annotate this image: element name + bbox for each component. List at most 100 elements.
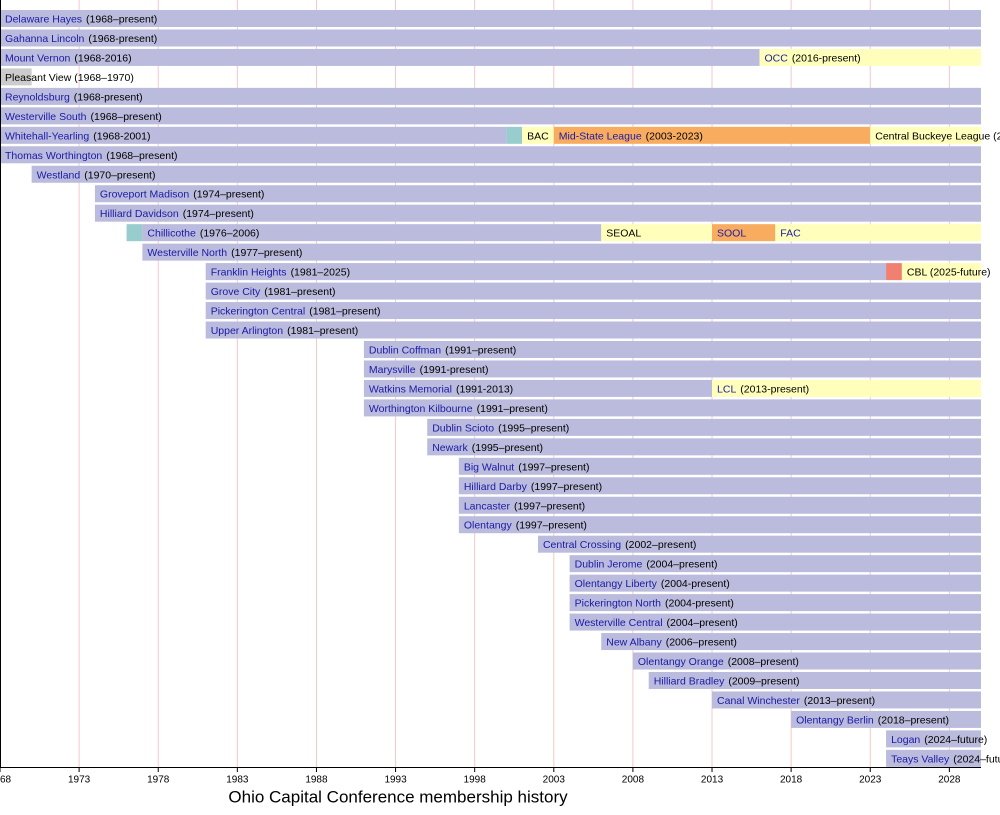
segment-note: (1968-present) — [88, 33, 157, 45]
school-link[interactable]: LCL — [717, 383, 736, 395]
school-link[interactable]: Teays Valley — [891, 753, 950, 765]
bar-segment — [569, 574, 981, 592]
x-tick-label: 1988 — [305, 775, 328, 786]
segment-label: Hilliard Bradley (2009–present) — [654, 675, 800, 687]
bar-segment — [601, 633, 981, 651]
school-link[interactable]: Mid-State League — [559, 130, 642, 142]
segment-note: (2003-2023) — [646, 130, 703, 142]
segment-note: (2004-present) — [661, 578, 730, 590]
segment-label: New Albany (2006–present) — [606, 636, 737, 648]
school-link[interactable]: OCC — [764, 52, 788, 64]
school-link[interactable]: Dublin Coffman — [369, 344, 441, 356]
school-link[interactable]: Olentangy Orange — [638, 656, 724, 668]
x-tick-label: 1968 — [0, 775, 12, 786]
school-link[interactable]: Newark — [432, 442, 468, 454]
school-link[interactable]: Lancaster — [464, 500, 511, 512]
school-link[interactable]: Hilliard Darby — [464, 481, 528, 493]
bar-segment — [363, 379, 713, 397]
school-link[interactable]: Pickerington Central — [211, 305, 306, 317]
x-tick-label: 2028 — [938, 775, 961, 786]
school-link[interactable]: Watkins Memorial — [369, 383, 452, 395]
bar-segment — [712, 379, 981, 397]
bar-segment — [0, 10, 981, 27]
segment-note: (1997–present) — [531, 481, 602, 493]
bar-segment — [205, 321, 981, 339]
school-link[interactable]: Grove City — [211, 286, 261, 298]
bar-segment — [0, 126, 507, 144]
segment-label: Dublin Coffman (1991–present) — [369, 344, 516, 356]
segment-note: (2018–present) — [878, 714, 949, 726]
school-link[interactable]: Reynoldsburg — [5, 91, 70, 103]
segment-note: (1968-2016) — [74, 52, 131, 64]
bar-segment — [0, 29, 981, 47]
bar-segment — [537, 535, 981, 553]
bar-segment — [0, 146, 981, 164]
segment-note: CBL (2025-future) — [907, 266, 991, 278]
school-link[interactable]: Central Crossing — [543, 539, 621, 551]
school-link[interactable]: Westerville North — [147, 247, 227, 259]
x-tick-label: 2008 — [622, 775, 645, 786]
school-link[interactable]: FAC — [780, 227, 801, 239]
bar-segment — [427, 418, 981, 436]
school-link[interactable]: Gahanna Lincoln — [5, 33, 85, 45]
school-link[interactable]: Big Walnut — [464, 461, 514, 473]
segment-label: Teays Valley(2024–future) — [891, 753, 1000, 765]
school-link[interactable]: Hilliard Davidson — [100, 208, 179, 220]
segment-label: Upper Arlington (1981–present) — [211, 325, 359, 337]
school-link[interactable]: Canal Winchester — [717, 695, 800, 707]
school-link[interactable]: Whitehall-Yearling — [5, 130, 89, 142]
bar-segment — [886, 749, 981, 767]
segment-label: Hilliard Darby (1997–present) — [464, 481, 602, 493]
school-link[interactable]: Olentangy Berlin — [796, 714, 874, 726]
segment-note: (1968-present) — [74, 91, 143, 103]
school-link[interactable]: Westerville Central — [575, 617, 663, 629]
segment-label: FAC — [780, 227, 801, 239]
segment-note: SEOAL — [606, 227, 641, 239]
school-link[interactable]: Marysville — [369, 364, 416, 376]
segment-note: (1991–present) — [445, 344, 516, 356]
segment-label: Olentangy Orange (2008–present) — [638, 656, 799, 668]
x-tick-label: 1998 — [464, 775, 487, 786]
school-link[interactable]: Westland — [37, 169, 81, 181]
school-link[interactable]: Delaware Hayes — [5, 13, 82, 25]
school-link[interactable]: Westerville South — [5, 111, 87, 123]
school-link[interactable]: New Albany — [606, 636, 662, 648]
school-link[interactable]: Upper Arlington — [211, 325, 284, 337]
segment-note: (1974–present) — [183, 208, 254, 220]
bars — [0, 10, 982, 767]
bar-segment — [870, 126, 981, 144]
bar-segment — [632, 652, 981, 670]
school-link[interactable]: Chillicothe — [147, 227, 196, 239]
segment-note: (1976–2006) — [200, 227, 260, 239]
segment-label: LCL (2013-present) — [717, 383, 809, 395]
school-link[interactable]: Groveport Madison — [100, 189, 189, 201]
segment-label: Grove City (1981–present) — [211, 286, 336, 298]
school-link[interactable]: Dublin Scioto — [432, 422, 494, 434]
segment-note: (2013-present) — [740, 383, 809, 395]
bar-segment — [205, 263, 887, 281]
school-link[interactable]: Mount Vernon — [5, 52, 71, 64]
school-link[interactable]: SOOL — [717, 227, 746, 239]
school-link[interactable]: Logan — [891, 734, 920, 746]
school-link[interactable]: Olentangy — [464, 520, 513, 532]
segment-label: CBL (2025-future) — [907, 266, 991, 278]
school-link[interactable]: Olentangy Liberty — [575, 578, 658, 590]
x-tick-label: 1978 — [147, 775, 170, 786]
bar-segment — [0, 87, 981, 105]
bar-segment — [205, 282, 981, 300]
segment-note: (2016-present) — [792, 52, 861, 64]
bar-segment — [458, 477, 981, 495]
school-link[interactable]: Dublin Jerome — [575, 558, 643, 570]
bar-segment — [142, 243, 982, 261]
segment-label: Watkins Memorial (1991-2013) — [369, 383, 513, 395]
bar-segment — [712, 224, 776, 242]
school-link[interactable]: Thomas Worthington — [5, 150, 102, 162]
x-tick-label: 1993 — [384, 775, 407, 786]
school-link[interactable]: Hilliard Bradley — [654, 675, 725, 687]
segment-note: (1991-2013) — [456, 383, 513, 395]
school-link[interactable]: Worthington Kilbourne — [369, 403, 473, 415]
bar-segment — [569, 555, 981, 573]
school-link[interactable]: Pickerington North — [575, 597, 662, 609]
school-link[interactable]: Franklin Heights — [211, 266, 287, 278]
